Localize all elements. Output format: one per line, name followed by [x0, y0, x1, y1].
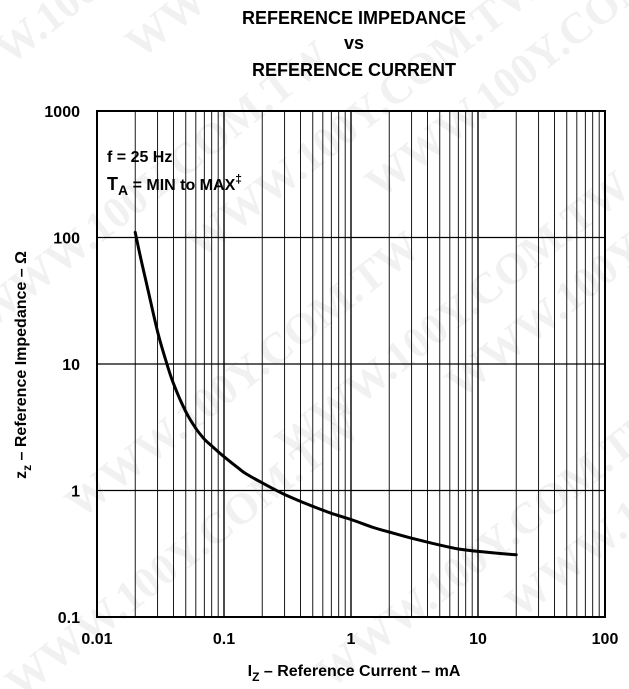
x-tick-label: 100	[592, 631, 619, 648]
y-tick-label: 1000	[44, 104, 80, 121]
plot-frame	[96, 110, 606, 618]
chart-title-line-2: vs	[344, 33, 364, 53]
annotation-temperature-main: T	[107, 174, 118, 194]
y-tick-label: 100	[53, 231, 80, 248]
x-tick-label: 1	[347, 631, 356, 648]
x-axis-label-main: I	[248, 663, 252, 680]
y-tick-label: 0.1	[58, 610, 80, 627]
x-tick-label: 0.01	[81, 631, 112, 648]
y-axis-label: zz – Reference Impedance – Ω	[13, 251, 34, 479]
chart-title-line-3: REFERENCE CURRENT	[252, 60, 456, 80]
y-tick-label: 1	[71, 484, 80, 501]
x-axis-label: IZ – Reference Current – mA	[248, 663, 461, 684]
impedance-curve	[133, 230, 518, 557]
annotation-temperature-sub: A	[118, 182, 128, 198]
y-axis-label-sub: z	[20, 465, 34, 471]
annotation-temperature-rest: = MIN to MAX	[128, 177, 235, 194]
y-axis-label-main: z	[13, 471, 30, 479]
annotation-temperature-sup: ‡	[235, 172, 242, 186]
chart-title-line-1: REFERENCE IMPEDANCE	[242, 8, 466, 28]
annotation-frequency: f = 25 Hz	[107, 149, 172, 166]
x-tick-label: 0.1	[213, 631, 235, 648]
annotation-temperature: TA = MIN to MAX‡	[107, 172, 242, 198]
grid	[96, 110, 605, 618]
y-tick-label: 10	[62, 357, 80, 374]
x-axis-label-sub: Z	[252, 670, 259, 684]
y-axis-label-rest: – Reference Impedance – Ω	[13, 251, 30, 465]
x-tick-label: 10	[469, 631, 487, 648]
x-axis-label-rest: – Reference Current – mA	[259, 663, 460, 680]
